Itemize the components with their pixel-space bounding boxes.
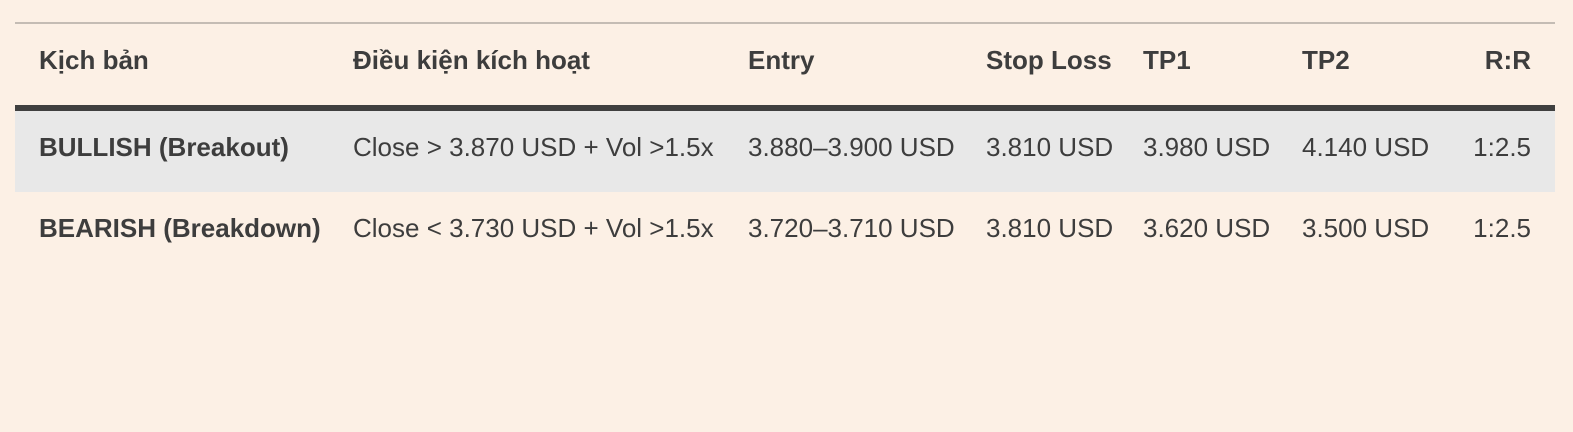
table-row: BULLISH (Breakout) Close > 3.870 USD + V… bbox=[15, 108, 1555, 192]
header-scenario: Kịch bản bbox=[39, 45, 149, 75]
cell-tp2: 3.500 USD bbox=[1302, 213, 1430, 243]
cell-entry: 3.880–3.900 USD bbox=[748, 132, 955, 162]
table-row: BEARISH (Breakdown) Close < 3.730 USD + … bbox=[15, 192, 1555, 273]
cell-stop-loss: 3.810 USD bbox=[986, 132, 1114, 162]
header-trigger-condition: Điều kiện kích hoạt bbox=[353, 45, 590, 75]
table-header-row: Kịch bản Điều kiện kích hoạt Entry Stop … bbox=[15, 23, 1555, 108]
cell-tp1: 3.980 USD bbox=[1143, 132, 1271, 162]
cell-risk-reward: 1:2.5 bbox=[1473, 213, 1531, 243]
cell-scenario: BULLISH (Breakout) bbox=[39, 132, 289, 162]
cell-tp1: 3.620 USD bbox=[1143, 213, 1271, 243]
header-entry: Entry bbox=[748, 45, 815, 75]
header-risk-reward: R:R bbox=[1484, 45, 1531, 75]
header-stop-loss: Stop Loss bbox=[986, 45, 1112, 75]
header-tp1: TP1 bbox=[1143, 45, 1191, 75]
scenario-table: Kịch bản Điều kiện kích hoạt Entry Stop … bbox=[15, 22, 1555, 273]
cell-stop-loss: 3.810 USD bbox=[986, 213, 1114, 243]
cell-tp2: 4.140 USD bbox=[1302, 132, 1430, 162]
cell-entry: 3.720–3.710 USD bbox=[748, 213, 955, 243]
header-tp2: TP2 bbox=[1302, 45, 1350, 75]
cell-risk-reward: 1:2.5 bbox=[1473, 132, 1531, 162]
cell-trigger-condition: Close > 3.870 USD + Vol >1.5x bbox=[353, 132, 714, 162]
cell-trigger-condition: Close < 3.730 USD + Vol >1.5x bbox=[353, 213, 714, 243]
cell-scenario: BEARISH (Breakdown) bbox=[39, 213, 321, 243]
